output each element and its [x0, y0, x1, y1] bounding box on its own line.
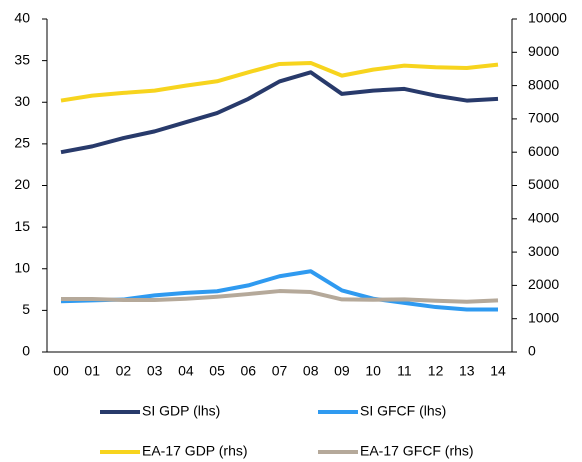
x-tick-label: 12	[428, 363, 444, 379]
y2-tick-label: 8000	[528, 76, 559, 92]
y-tick-label: 5	[22, 301, 30, 317]
y-tick-label: 30	[14, 93, 30, 109]
y-tick-label: 40	[14, 10, 30, 26]
series-line	[60, 60, 499, 103]
series-line	[60, 70, 499, 155]
legend-label: EA-17 GFCF (rhs)	[360, 443, 474, 459]
y2-tick-label: 7000	[528, 110, 559, 126]
y-tick-label: 10	[14, 259, 30, 275]
y2-tick-label: 10000	[528, 10, 567, 26]
x-tick-label: 11	[397, 363, 412, 379]
y-tick-label: 0	[22, 343, 30, 359]
y-tick-label: 15	[14, 218, 30, 234]
y-tick-label: 25	[14, 135, 30, 151]
y-tick-label: 20	[14, 176, 30, 192]
x-tick-label: 07	[272, 363, 288, 379]
y2-tick-label: 6000	[528, 143, 559, 159]
x-tick-label: 04	[178, 363, 194, 379]
x-tick-label: 14	[490, 363, 506, 379]
x-tick-label: 09	[334, 363, 350, 379]
x-tick-label: 05	[209, 363, 225, 379]
legend-label: SI GDP (lhs)	[142, 403, 220, 419]
series-line	[61, 289, 499, 304]
x-tick-label: 13	[459, 363, 475, 379]
x-tick-label: 06	[240, 363, 256, 379]
legend-label: SI GFCF (lhs)	[360, 403, 446, 419]
y-tick-label: 35	[14, 51, 30, 67]
y2-tick-label: 0	[528, 343, 536, 359]
x-tick-label: 01	[84, 363, 100, 379]
x-tick-label: 02	[116, 363, 132, 379]
y2-tick-label: 5000	[528, 176, 559, 192]
y2-tick-label: 1000	[528, 309, 559, 325]
y2-tick-label: 9000	[528, 43, 559, 59]
y2-tick-label: 3000	[528, 243, 559, 259]
x-tick-label: 03	[147, 363, 163, 379]
y2-tick-label: 4000	[528, 210, 559, 226]
x-tick-label: 10	[365, 363, 381, 379]
x-tick-label: 08	[303, 363, 319, 379]
x-tick-label: 00	[53, 363, 69, 379]
legend-label: EA-17 GDP (rhs)	[142, 443, 248, 459]
y2-tick-label: 2000	[528, 276, 559, 292]
